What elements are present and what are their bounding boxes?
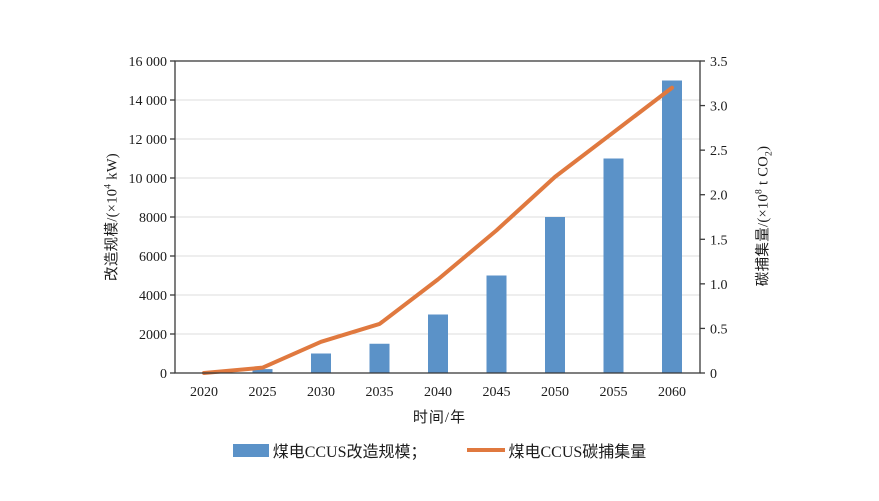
right-tick-label: 2.0 xyxy=(710,189,728,204)
x-tick-label: 2055 xyxy=(600,385,628,400)
x-tick-label: 2060 xyxy=(658,385,686,400)
carbon-capture-line xyxy=(202,85,674,375)
left-tick-label: 6000 xyxy=(139,250,167,265)
legend-item-bars: 煤电CCUS改造规模； xyxy=(232,438,427,462)
left-tick-label: 0 xyxy=(160,367,167,382)
left-tick-label: 14 000 xyxy=(129,94,168,109)
x-tick-label: 2050 xyxy=(541,385,569,400)
bar-2050 xyxy=(545,217,565,373)
right-axis-title-sup: 8 xyxy=(754,188,765,194)
left-tick-label: 8000 xyxy=(139,211,167,226)
right-axis-title-suffix: ) xyxy=(755,145,772,151)
right-tick-label: 3.5 xyxy=(710,55,728,70)
line-legend-swatch-icon xyxy=(466,448,505,452)
left-tick-label: 2000 xyxy=(139,328,167,343)
left-tick-label: 10 000 xyxy=(129,172,168,187)
left-tick-label: 4000 xyxy=(139,289,167,304)
left-tick-label: 12 000 xyxy=(129,133,168,148)
bar-2040 xyxy=(428,314,448,373)
bar-2055 xyxy=(603,158,624,373)
legend: 煤电CCUS改造规模； 煤电CCUS碳捕集量 xyxy=(0,438,879,462)
plot-area: 0 2000 4000 6000 8000 10 000 12 000 14 000 16 00… xyxy=(129,55,728,400)
x-tick-label: 2040 xyxy=(424,385,452,400)
right-axis-title-mid: t CO xyxy=(755,155,772,189)
left-tick-label: 16 000 xyxy=(129,55,168,70)
x-tick-label: 2035 xyxy=(366,385,394,400)
right-tick-label: 3.0 xyxy=(710,100,728,115)
left-axis-title-text: 改造规模/(×10 xyxy=(104,188,121,281)
bar-2060 xyxy=(662,80,682,373)
bar-2035 xyxy=(369,343,390,373)
bar-2030 xyxy=(311,353,331,373)
x-tick-label: 2030 xyxy=(307,385,335,400)
right-axis-title-sub: 2 xyxy=(764,150,775,156)
x-axis-title: 时间/年 xyxy=(412,410,467,426)
legend-item-line: 煤电CCUS碳捕集量 xyxy=(466,438,647,462)
left-axis-title-sup: 4 xyxy=(103,183,114,189)
x-tick-label: 2045 xyxy=(483,385,511,400)
bar-2045 xyxy=(486,275,507,373)
bar-2025 xyxy=(252,369,273,373)
right-axis-title-text: 碳捕集量/(×10 xyxy=(755,193,772,287)
right-tick-label: 0 xyxy=(710,367,717,382)
left-axis-title-suffix: kW) xyxy=(104,153,121,184)
x-tick-label: 2020 xyxy=(190,385,218,400)
legend-label-line: 煤电CCUS碳捕集量 xyxy=(508,444,647,461)
right-tick-label: 2.5 xyxy=(710,144,728,159)
legend-label-bars: 煤电CCUS改造规模； xyxy=(272,444,427,461)
x-tick-label: 2025 xyxy=(249,385,277,400)
right-tick-label: 0.5 xyxy=(710,322,728,337)
right-tick-label: 1.5 xyxy=(710,233,728,248)
bar-legend-swatch-icon xyxy=(232,443,269,457)
right-tick-label: 1.0 xyxy=(710,278,728,293)
